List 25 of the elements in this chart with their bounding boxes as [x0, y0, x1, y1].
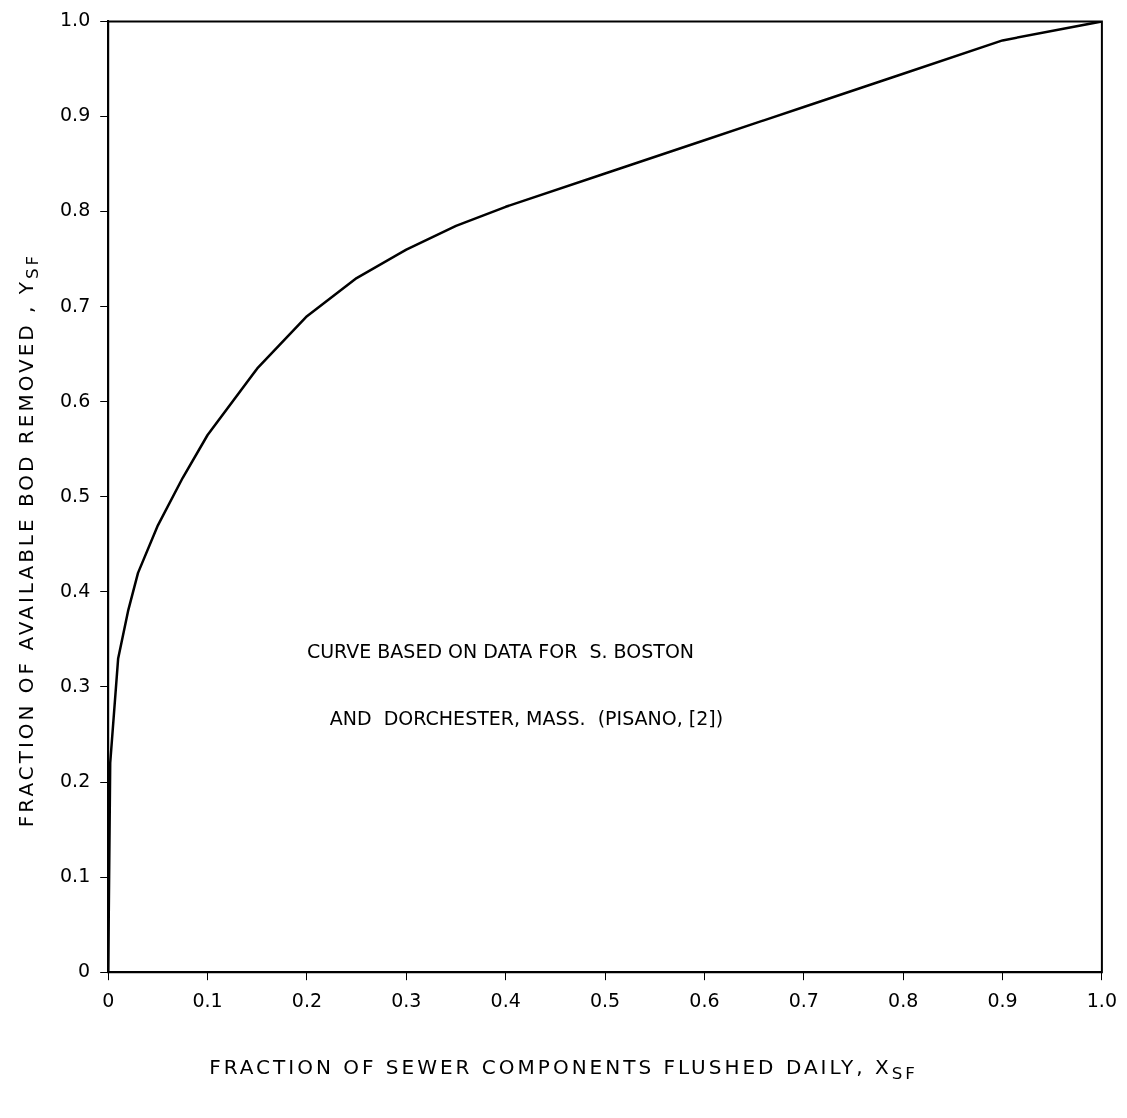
x-tick-label: 0.3: [391, 988, 422, 1011]
y-tick-label: 0: [78, 959, 91, 982]
y-tick-label: 0.1: [60, 864, 91, 887]
x-tick-label: 0.8: [888, 988, 919, 1011]
y-tick-label: 0.4: [60, 578, 91, 601]
y-tick-label: 0.3: [60, 673, 91, 696]
y-tick-label: 1.0: [60, 8, 91, 31]
x-axis-title: FRACTION OF SEWER COMPONENTS FLUSHED DAILY, X$_{SF}$: [208, 1055, 919, 1083]
y-tick-label: 0.5: [60, 483, 91, 506]
x-tick-label: 0.1: [192, 988, 223, 1011]
x-tick-label: 0.6: [689, 988, 720, 1011]
x-tick-label: 1.0: [1086, 988, 1117, 1011]
annotation: AND DORCHESTER, MASS. (PISANO, [2]): [329, 706, 724, 729]
y-tick-label: 0.7: [60, 293, 91, 316]
y-tick-label: 0.6: [60, 388, 91, 411]
y-tick-label: 0.2: [60, 768, 91, 791]
y-tick-label: 0.9: [60, 103, 91, 126]
annotation: CURVE BASED ON DATA FOR S. BOSTON: [306, 640, 695, 663]
x-tick-label: 0.9: [987, 988, 1018, 1011]
x-tick-label: 0: [102, 988, 115, 1011]
x-tick-label: 0.4: [490, 988, 521, 1011]
x-tick-label: 0.7: [788, 988, 819, 1011]
y-tick-label: 0.8: [60, 198, 91, 221]
x-tick-label: 0.2: [291, 988, 323, 1011]
x-tick-label: 0.5: [589, 988, 621, 1011]
